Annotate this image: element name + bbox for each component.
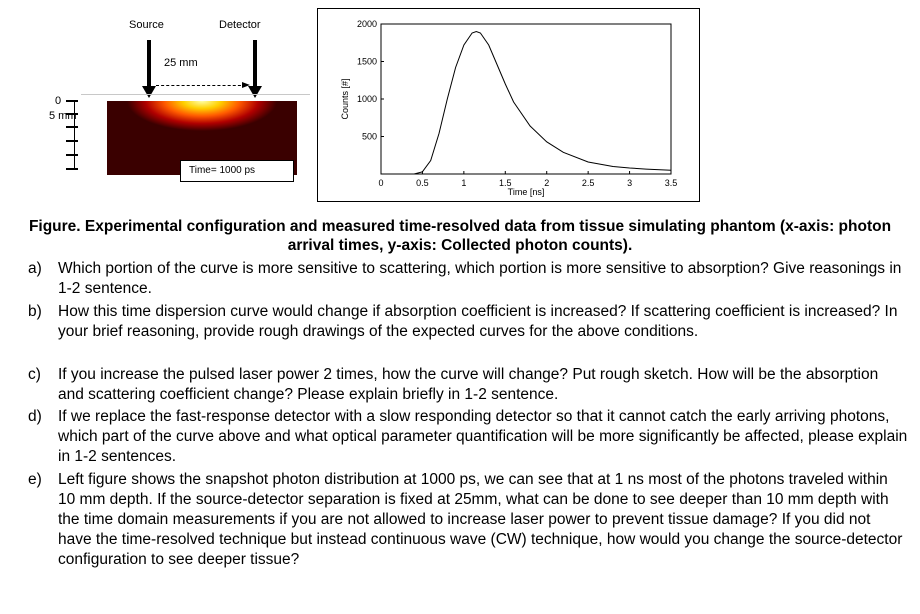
source-arrowhead — [142, 86, 156, 98]
y-tick-label: 500 — [362, 132, 377, 142]
y-tick-label: 1000 — [357, 94, 377, 104]
y-axis-label: Counts [#] — [340, 78, 350, 119]
figure-caption: Figure. Experimental configuration and m… — [28, 218, 892, 254]
x-tick-label: 0.5 — [416, 178, 429, 188]
question-letter: c) — [28, 366, 41, 383]
separation-arrowhead-icon — [242, 82, 250, 88]
x-tick-label: 3.5 — [665, 178, 678, 188]
y-tick-label: 2000 — [357, 19, 377, 29]
detector-label: Detector — [219, 19, 261, 31]
depth-tick — [66, 140, 78, 142]
question-text: Which portion of the curve is more sensi… — [58, 260, 902, 297]
depth-tick — [66, 168, 78, 170]
question-e: e) Left figure shows the snapshot photon… — [28, 470, 908, 570]
depth-zero-label: 0 — [55, 95, 62, 107]
question-text: Left figure shows the snapshot photon di… — [58, 471, 903, 568]
question-letter: b) — [28, 303, 42, 320]
y-ticks: 500 1000 1500 2000 — [357, 19, 384, 142]
chart-svg: 500 1000 1500 2000 0 0.5 1 1.5 2 2.5 3 3.5 Time [n… — [340, 19, 678, 197]
question-letter: e) — [28, 471, 42, 488]
x-tick-label: 1.5 — [499, 178, 512, 188]
depth-5mm-label: 5 mm — [49, 110, 77, 122]
question-b: b) How this time dispersion curve would … — [28, 302, 908, 342]
question-text: How this time dispersion curve would cha… — [58, 303, 898, 340]
question-text: If we replace the fast-response detector… — [58, 408, 908, 465]
y-tick-label: 1500 — [357, 57, 377, 67]
source-arrow — [147, 40, 151, 88]
tissue-surface-line — [81, 94, 310, 95]
separation-label: 25 mm — [164, 57, 198, 69]
x-axis-label: Time [ns] — [508, 187, 545, 197]
x-tick-label: 1 — [461, 178, 466, 188]
x-tick-label: 3 — [627, 178, 632, 188]
depth-tick — [66, 100, 78, 102]
detector-arrowhead — [248, 86, 262, 98]
question-c: c) If you increase the pulsed laser powe… — [28, 365, 908, 405]
source-label: Source — [129, 19, 164, 31]
question-text: If you increase the pulsed laser power 2… — [58, 366, 879, 403]
plot-area — [380, 23, 672, 175]
question-letter: d) — [28, 408, 42, 425]
time-resolved-chart: 500 1000 1500 2000 0 0.5 1 1.5 2 2.5 3 3.5 Time [n… — [317, 8, 700, 202]
depth-tick — [66, 113, 78, 115]
depth-tick — [66, 126, 78, 128]
depth-ruler — [74, 100, 75, 170]
x-tick-label: 0 — [378, 178, 383, 188]
counts-series-line — [413, 30, 672, 175]
x-tick-label: 2 — [544, 178, 549, 188]
question-letter: a) — [28, 260, 42, 277]
question-a: a) Which portion of the curve is more se… — [28, 259, 908, 299]
detector-arrow — [253, 40, 257, 88]
depth-tick — [66, 154, 78, 156]
time-label-box: Time= 1000 ps — [180, 160, 294, 182]
separation-dashed-line — [156, 85, 246, 86]
setup-figure: Source Detector 25 mm 0 5 mm Time= 1000 … — [0, 0, 310, 200]
x-tick-label: 2.5 — [582, 178, 595, 188]
question-d: d) If we replace the fast-response detec… — [28, 407, 908, 467]
